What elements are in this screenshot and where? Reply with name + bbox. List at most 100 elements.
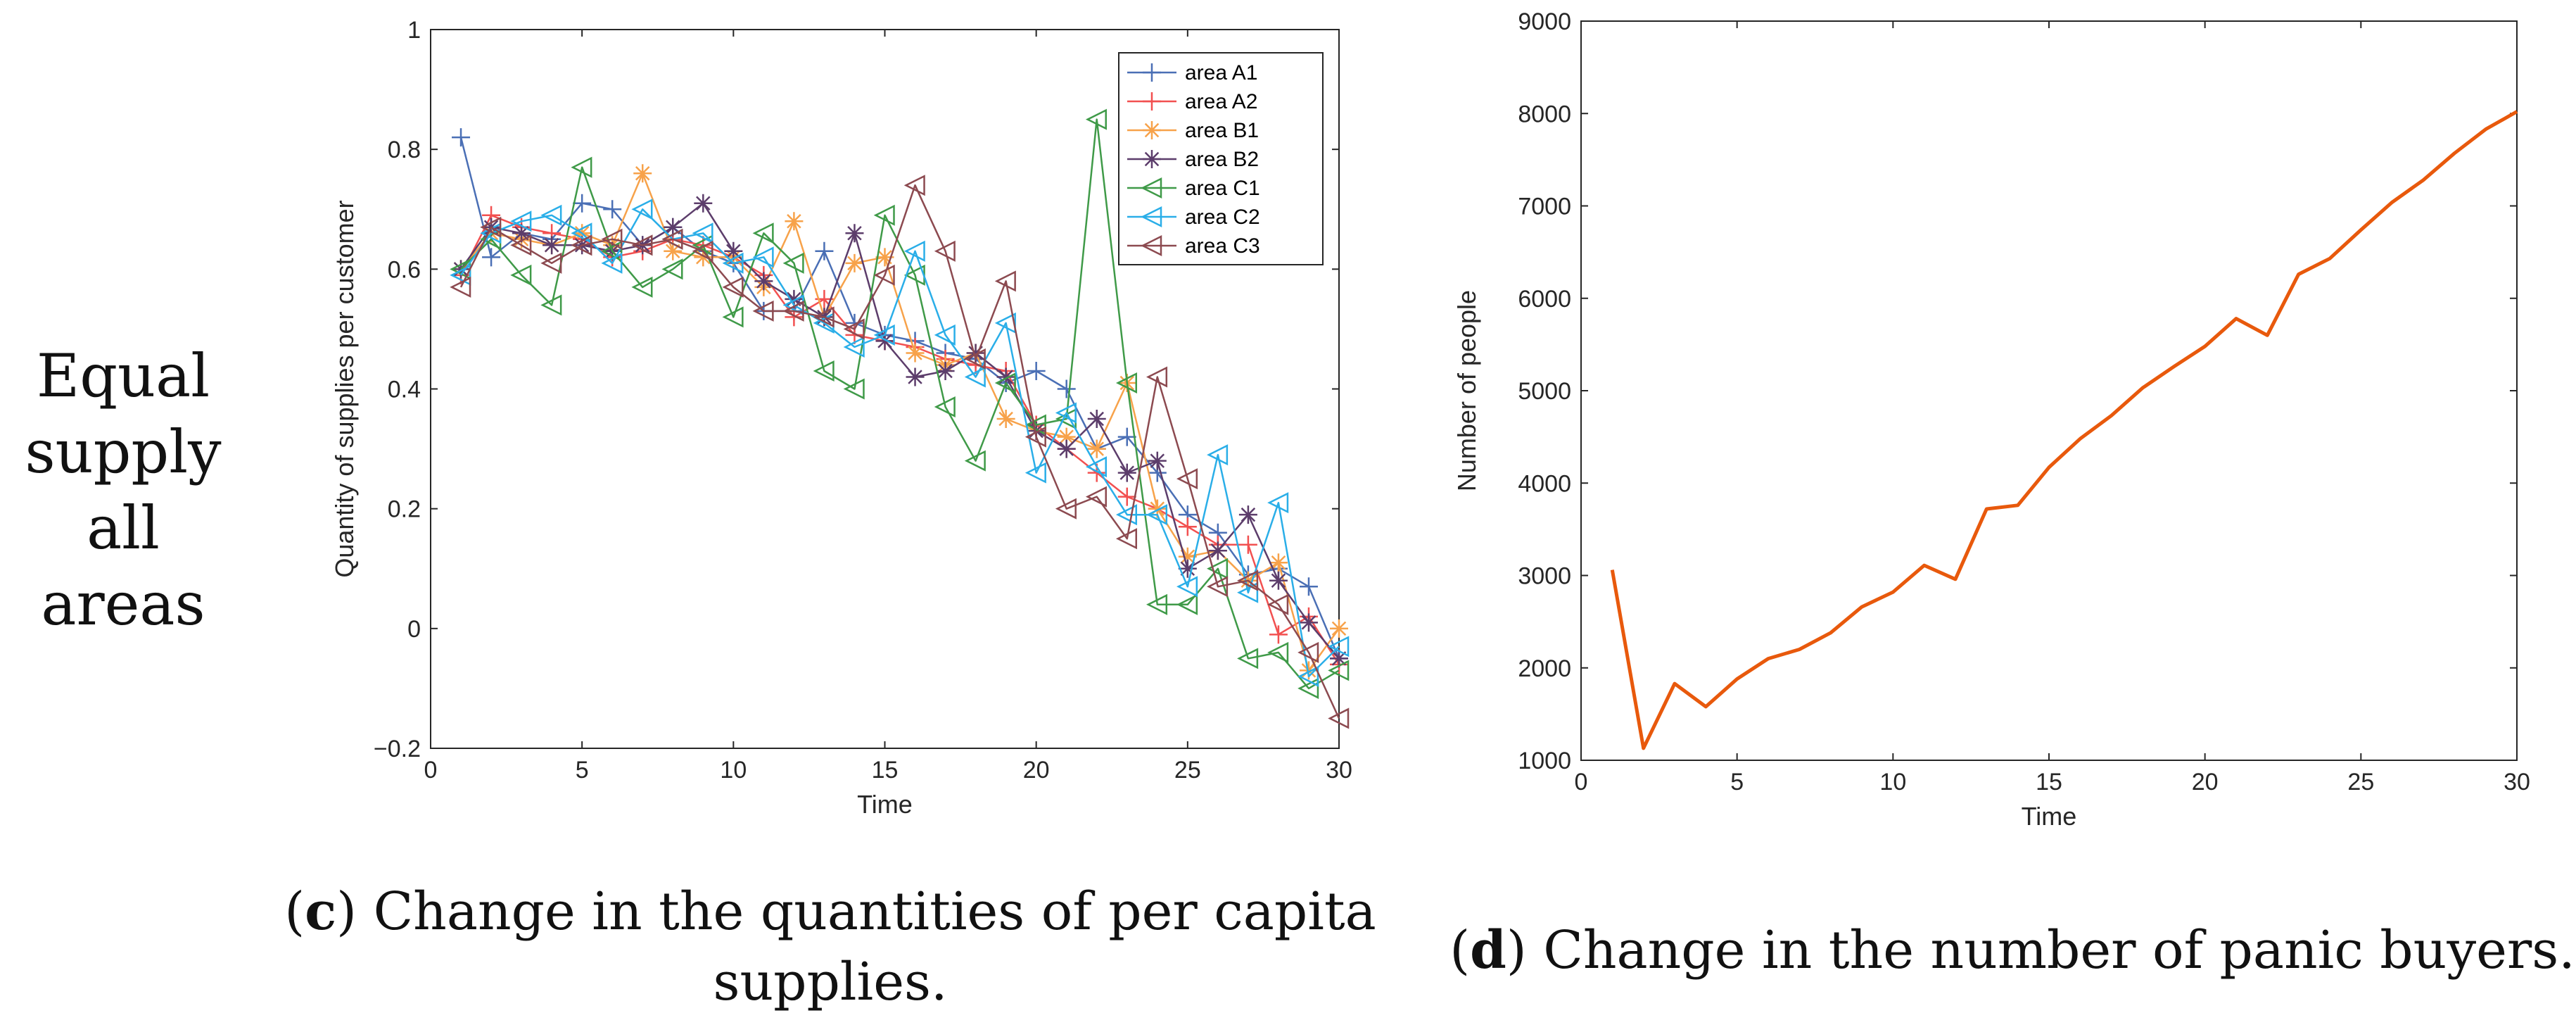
y-tick-label: 0.4 [388, 377, 421, 403]
data-point [694, 194, 713, 213]
data-point [724, 241, 743, 260]
data-point [843, 318, 865, 340]
data-point [661, 228, 683, 250]
data-point [631, 199, 653, 220]
data-point [1328, 660, 1350, 681]
data-point [480, 216, 502, 238]
data-point [1057, 427, 1076, 446]
data-point [782, 300, 804, 322]
x-tick-label: 0 [424, 757, 438, 784]
data-point [782, 252, 804, 274]
data-point [996, 410, 1015, 429]
data-point [1115, 372, 1138, 394]
x-tick-label: 25 [1174, 757, 1201, 784]
data-point [903, 240, 925, 262]
data-point [450, 276, 471, 298]
legend-marker [1143, 63, 1161, 82]
x-tick-label: 30 [1326, 757, 1352, 784]
data-point [903, 175, 925, 196]
legend-entry: area B2 [1185, 148, 1259, 171]
data-point [603, 200, 622, 219]
data-point [1027, 422, 1046, 441]
series-line [459, 137, 1340, 659]
row-label-line-2: supply [25, 417, 222, 486]
data-point [964, 450, 986, 472]
data-point [845, 224, 864, 243]
y-tick-label: 0.6 [388, 256, 421, 283]
data-point [540, 204, 562, 226]
data-point [873, 264, 895, 286]
data-point [785, 212, 804, 231]
data-point [512, 224, 531, 243]
data-point [994, 372, 1016, 394]
data-point [540, 294, 562, 316]
data-point [1328, 636, 1350, 657]
caption-c-text-1: ) Change in the quantities of per capita [336, 881, 1376, 942]
x-tick-label: 5 [1730, 769, 1744, 795]
data-point [1299, 613, 1318, 632]
data-point [573, 194, 592, 213]
data-point [1115, 504, 1138, 526]
caption-d-letter: d [1470, 920, 1506, 981]
caption-c: (c) Change in the quantities of per capi… [281, 876, 1379, 1017]
caption-d: (d) Change in the number of panic buyers… [1449, 920, 2575, 981]
legend-entry: area B1 [1185, 119, 1259, 142]
data-point [934, 240, 956, 262]
y-tick-label: 1 [407, 17, 421, 44]
y-tick-label: 6000 [1518, 286, 1571, 313]
data-point [994, 312, 1016, 334]
data-point [540, 252, 562, 274]
data-point [571, 222, 592, 244]
data-point [1328, 707, 1350, 729]
data-point [601, 240, 623, 262]
data-point [1330, 649, 1348, 668]
data-point [1207, 444, 1229, 466]
data-point [964, 348, 986, 370]
y-tick-label: 0.8 [388, 137, 421, 163]
data-point [1027, 361, 1046, 380]
data-point [1269, 571, 1288, 590]
data-point [1024, 426, 1046, 448]
data-point [1238, 535, 1257, 554]
data-point [1297, 677, 1319, 699]
data-point [843, 336, 865, 358]
caption-c-text-2: supplies. [713, 952, 948, 1012]
data-point [601, 252, 623, 274]
data-point [1269, 553, 1288, 572]
data-point [1330, 619, 1348, 638]
data-point [1055, 402, 1077, 424]
data-point [631, 234, 653, 256]
data-point [815, 241, 834, 260]
y-tick-label: 9000 [1518, 8, 1571, 35]
data-point [510, 210, 532, 232]
data-point [1085, 486, 1107, 508]
y-tick-label: 3000 [1518, 563, 1571, 590]
legend-entry: area A2 [1185, 90, 1257, 113]
data-point [510, 264, 532, 286]
y-tick-label: 0.2 [388, 496, 421, 523]
x-tick-label: 0 [1575, 769, 1588, 795]
y-axis-title: Number of people [1452, 290, 1481, 491]
data-point [543, 236, 561, 255]
data-point [875, 248, 894, 267]
data-point [936, 361, 955, 380]
data-point [1267, 593, 1289, 615]
chart-supplies-per-customer: 0 5 10 15 20 25 30−0.200.20.40.60.81TimeQuanti… [330, 17, 1352, 819]
series-line [1610, 110, 2518, 750]
data-point [1237, 570, 1259, 591]
legend: area A1 area A2 area B1 area B2 area C1 area … [1118, 52, 1324, 265]
legend-entry: area C2 [1185, 206, 1260, 229]
data-point [1237, 648, 1259, 669]
data-point [1176, 593, 1198, 615]
data-point [1057, 379, 1076, 398]
data-point [1237, 581, 1259, 603]
data-point [934, 324, 956, 346]
y-tick-label: 8000 [1518, 101, 1571, 127]
x-axis-title: Time [857, 790, 913, 819]
data-point [1115, 528, 1138, 550]
data-point [1178, 517, 1197, 536]
data-point [1299, 661, 1318, 680]
legend-marker [1143, 92, 1161, 111]
data-point [692, 240, 713, 262]
data-point [1117, 463, 1136, 482]
